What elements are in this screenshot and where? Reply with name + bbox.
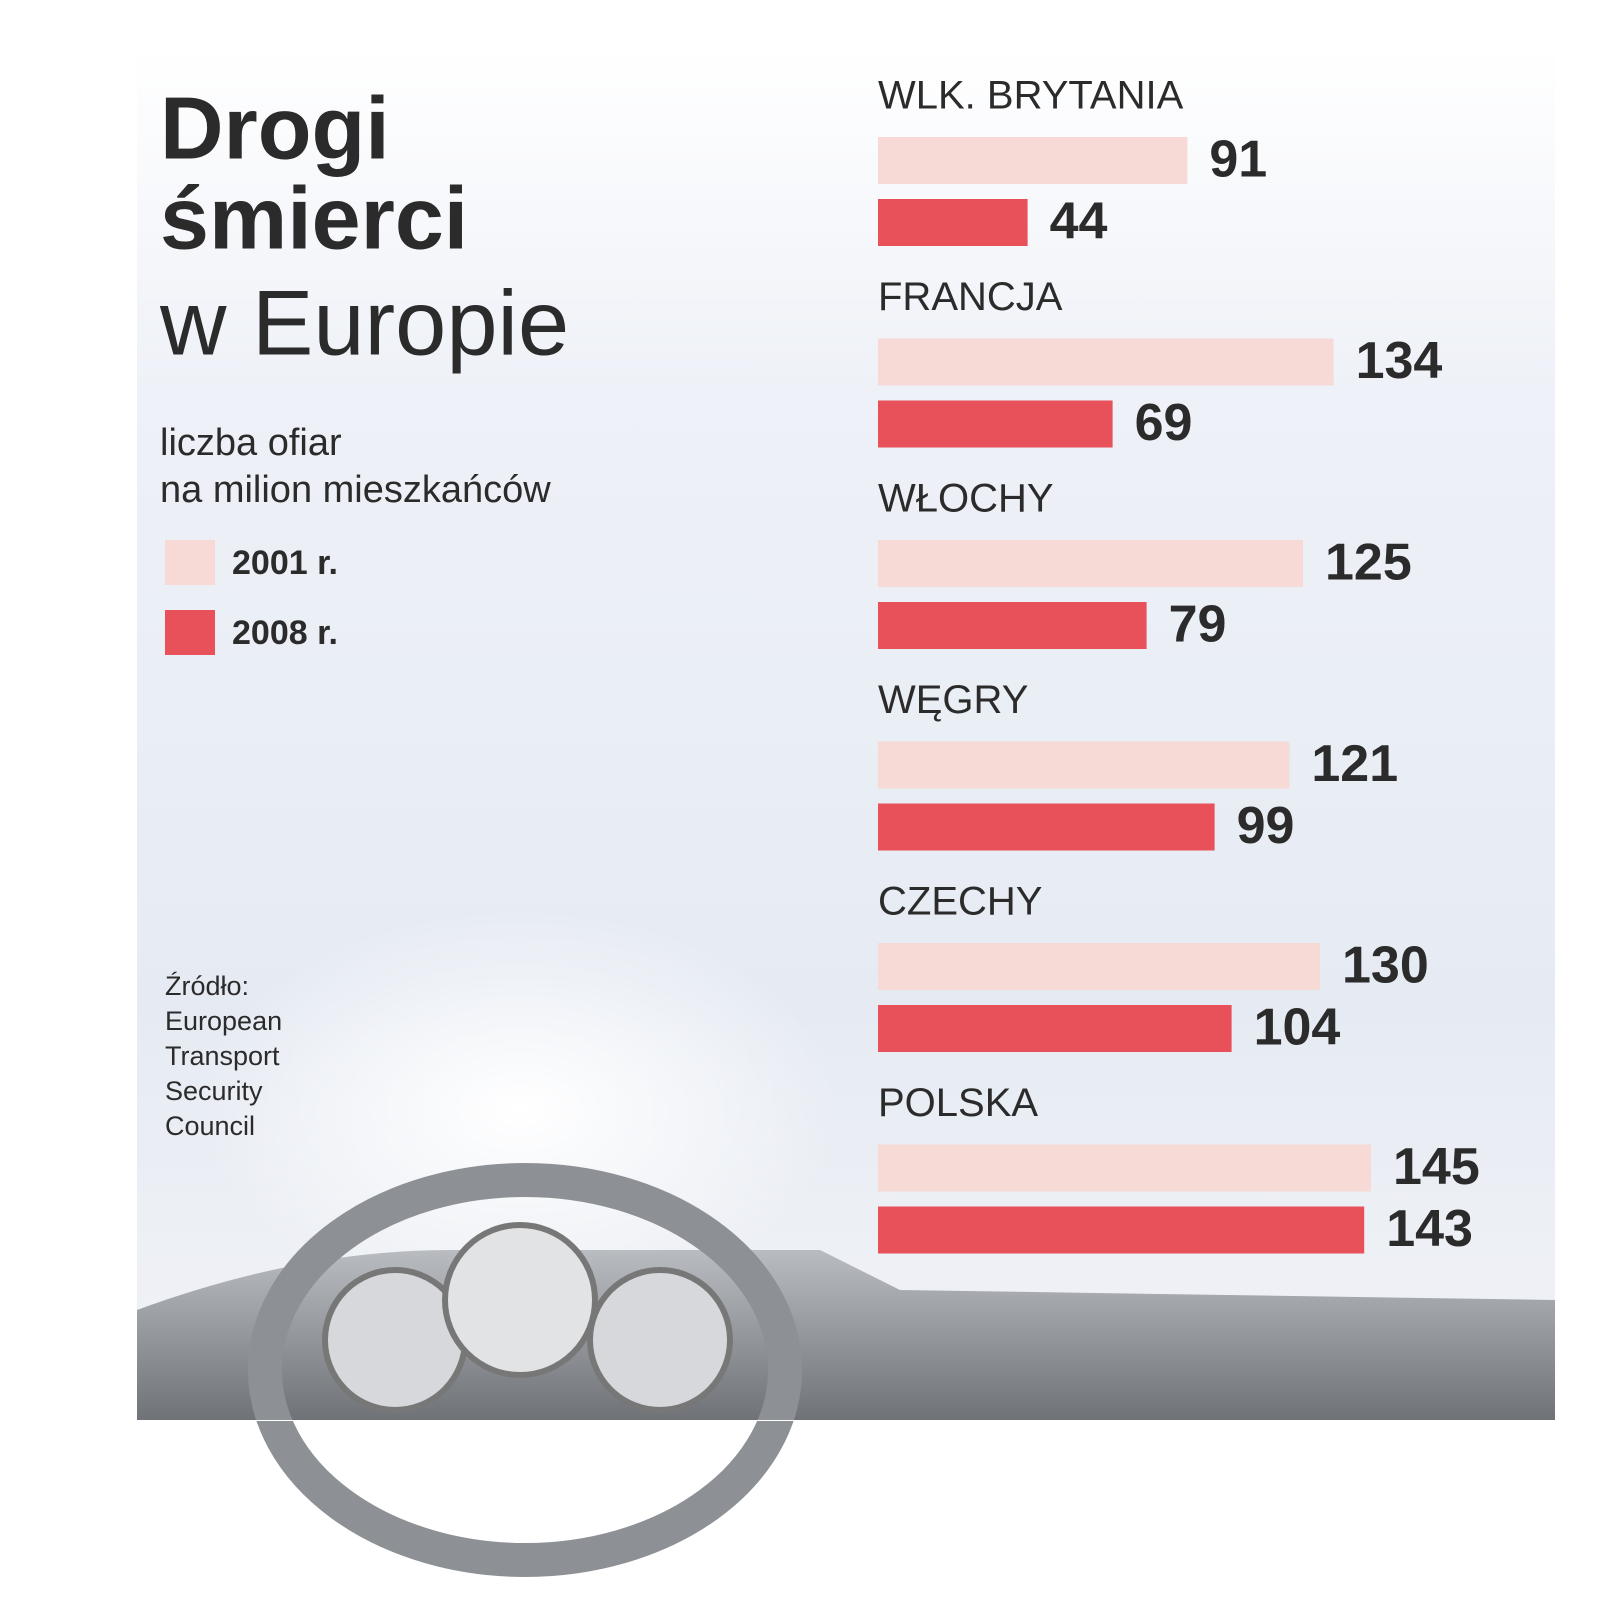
gauge xyxy=(587,1267,733,1413)
gauge xyxy=(442,1222,598,1378)
legend-label: 2008 r. xyxy=(232,614,338,652)
title-line: Drogi xyxy=(160,78,390,177)
bar xyxy=(878,741,1290,789)
category-label: WLK. BRYTANIA xyxy=(878,74,1184,118)
value-label: 125 xyxy=(1325,534,1412,592)
category-label: POLSKA xyxy=(878,1081,1038,1125)
steering-wheel xyxy=(248,1163,802,1577)
edge xyxy=(137,1420,1555,1421)
bar xyxy=(878,1144,1371,1192)
bar xyxy=(878,602,1147,649)
source-line: Źródło: xyxy=(165,971,249,1001)
legend-label: 2001 r. xyxy=(232,544,338,582)
source-line: Transport xyxy=(165,1041,280,1071)
bar xyxy=(878,400,1113,448)
value-label: 99 xyxy=(1237,797,1295,855)
value-label: 44 xyxy=(1050,193,1108,251)
value-label: 79 xyxy=(1169,596,1227,654)
title-line: w Europie xyxy=(159,272,569,374)
source-line: Security xyxy=(165,1076,263,1106)
value-label: 121 xyxy=(1311,735,1398,793)
value-label: 104 xyxy=(1254,999,1341,1057)
bar xyxy=(878,137,1188,184)
legend-swatch xyxy=(165,540,215,585)
value-label: 134 xyxy=(1356,332,1443,390)
source-line: Council xyxy=(165,1111,255,1141)
subtitle-line: liczba ofiar xyxy=(160,422,342,464)
category-label: WĘGRY xyxy=(878,678,1028,722)
subtitle-line: na milion mieszkańców xyxy=(160,469,551,511)
title-line: śmierci xyxy=(160,168,468,267)
bar xyxy=(878,803,1215,851)
category-label: CZECHY xyxy=(878,880,1042,924)
bar xyxy=(878,943,1320,990)
bar xyxy=(878,1206,1365,1254)
source-line: European xyxy=(165,1006,282,1036)
value-label: 130 xyxy=(1342,937,1429,995)
bar xyxy=(878,1005,1232,1052)
category-label: WŁOCHY xyxy=(878,477,1054,521)
bar xyxy=(878,199,1028,246)
bar xyxy=(878,540,1303,587)
bar xyxy=(878,338,1334,386)
value-label: 143 xyxy=(1386,1200,1473,1258)
legend-swatch xyxy=(165,610,215,655)
value-label: 145 xyxy=(1393,1138,1480,1196)
value-label: 69 xyxy=(1135,394,1193,452)
value-label: 91 xyxy=(1209,131,1267,189)
category-label: FRANCJA xyxy=(878,275,1063,319)
